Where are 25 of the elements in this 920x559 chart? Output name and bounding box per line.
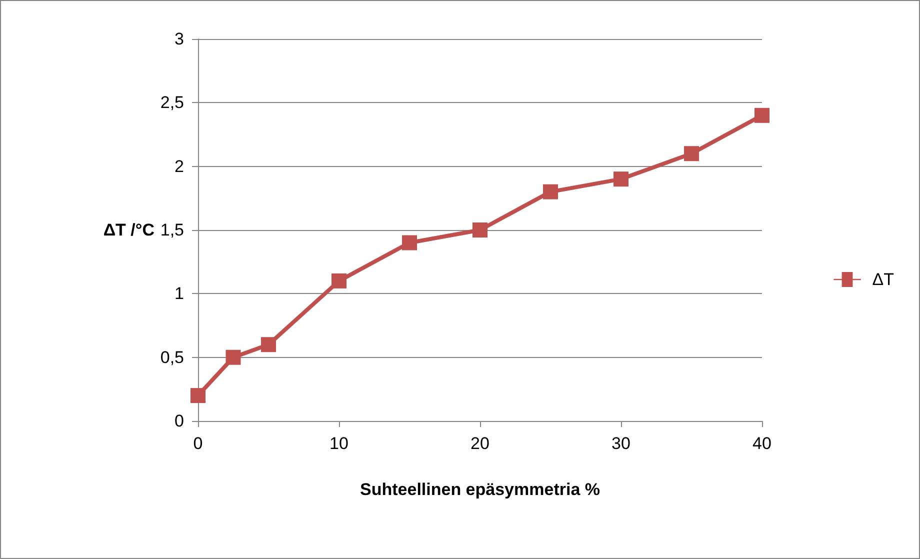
- x-tick-label: 0: [193, 434, 203, 453]
- point: [190, 388, 206, 404]
- point: [754, 108, 770, 123]
- y-tick-label: 0: [174, 412, 184, 430]
- y-tick-label: 3: [174, 30, 184, 48]
- x-tick-label: 30: [612, 434, 630, 453]
- x-tick-label: 20: [470, 434, 490, 453]
- y-tick-label: 1: [174, 284, 184, 304]
- x-tick-label: 10: [330, 434, 348, 453]
- x-tick-label: 40: [752, 434, 772, 453]
- x-axis-title: Suhteellinen epäsymmetria %: [360, 480, 600, 499]
- point: [261, 337, 276, 352]
- y-tick-label: 0,5: [160, 348, 184, 367]
- point: [543, 184, 558, 200]
- point: [226, 350, 241, 365]
- point: [684, 146, 699, 162]
- y-axis-title: ΔT /°C: [103, 220, 154, 240]
- y-tick-label: 2: [174, 156, 184, 176]
- point: [332, 273, 346, 288]
- point: [472, 222, 488, 238]
- point: [402, 235, 417, 250]
- y-tick-label: 2,5: [160, 93, 184, 112]
- point: [614, 172, 628, 187]
- legend-label: ΔT: [872, 270, 894, 289]
- y-tick-label: 1,5: [160, 220, 184, 240]
